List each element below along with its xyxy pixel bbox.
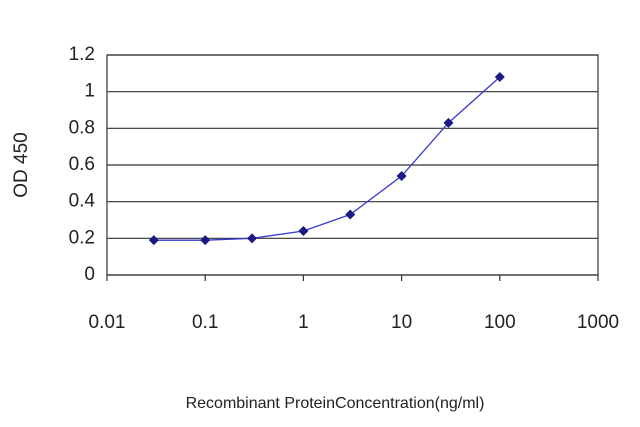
y-tick-label: 1.2 [69,44,95,65]
data-point [200,235,211,246]
series-line [153,76,501,241]
y-tick-label: 1 [84,81,95,102]
data-point [247,233,258,244]
y-tick-label: 0.4 [69,191,96,212]
data-point [345,209,356,220]
data-point [396,171,407,181]
x-tick-label: 100 [484,312,516,333]
x-tick-label: 10 [391,312,412,333]
y-tick-label: 0.6 [69,154,95,175]
y-axis-label: OD 450 [11,132,32,197]
data-point [148,235,159,246]
y-tick-label: 0.2 [69,227,95,248]
y-tick-label: 0.8 [69,117,95,138]
x-axis-label: Recombinant ProteinConcentration(ng/ml) [186,395,485,412]
x-tick-label: 0.01 [89,312,126,333]
x-tick-label: 0.1 [192,312,218,333]
y-tick-label: 0 [84,264,95,285]
data-point [298,226,309,236]
data-point [494,72,505,82]
data-point [443,117,454,128]
x-tick-label: 1000 [577,312,619,333]
plot-frame [106,54,599,276]
x-tick-label: 1 [298,312,309,333]
